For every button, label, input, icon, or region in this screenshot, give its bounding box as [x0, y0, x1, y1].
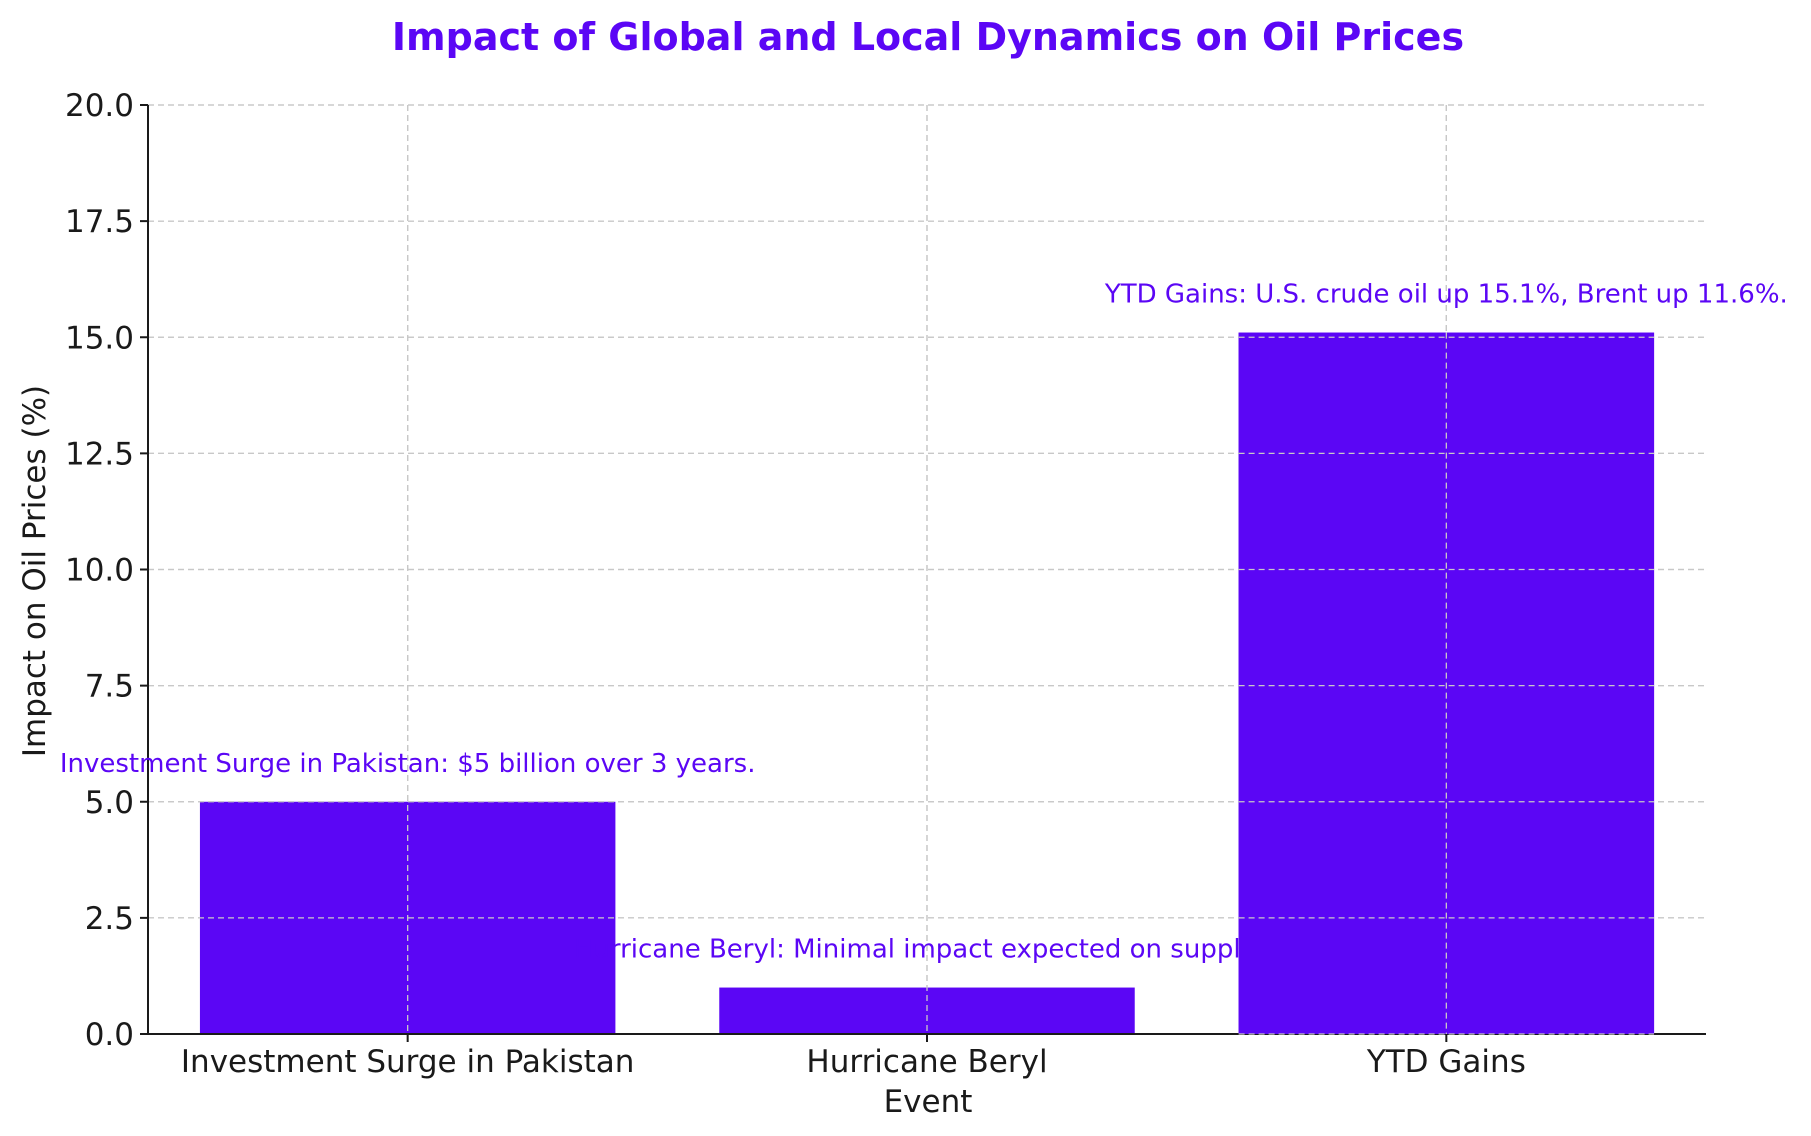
- x-tick-label: Hurricane Beryl: [806, 1044, 1047, 1080]
- y-tick-label: 10.0: [65, 553, 134, 589]
- y-tick-label: 12.5: [65, 436, 134, 472]
- y-axis-title: Impact on Oil Prices (%): [17, 385, 53, 757]
- y-tick-label: 7.5: [85, 669, 134, 705]
- chart-title: Impact of Global and Local Dynamics on O…: [392, 15, 1464, 59]
- annotations: Investment Surge in Pakistan: $5 billion…: [60, 280, 1788, 1035]
- bar-annotation: YTD Gains: U.S. crude oil up 15.1%, Bren…: [1104, 280, 1788, 310]
- x-tick-label: Investment Surge in Pakistan: [181, 1044, 635, 1080]
- y-tick-label: 15.0: [65, 320, 134, 356]
- y-tick-label: 0.0: [85, 1017, 134, 1053]
- y-tick-label: 20.0: [65, 88, 134, 124]
- y-tick-label: 2.5: [85, 901, 134, 937]
- y-tick-label: 5.0: [85, 785, 134, 821]
- bar-annotation: Hurricane Beryl: Minimal impact expected…: [574, 935, 1280, 965]
- bar-annotation: Investment Surge in Pakistan: $5 billion…: [60, 749, 756, 779]
- ticks: 0.0 2.5 5.0 7.5 10.0 12.5 15.0 17.5 20.0 Investme…: [65, 88, 1526, 1080]
- x-tick-label: YTD Gains: [1366, 1044, 1526, 1080]
- y-tick-label: 17.5: [65, 204, 134, 240]
- x-axis-title: Event: [884, 1084, 973, 1120]
